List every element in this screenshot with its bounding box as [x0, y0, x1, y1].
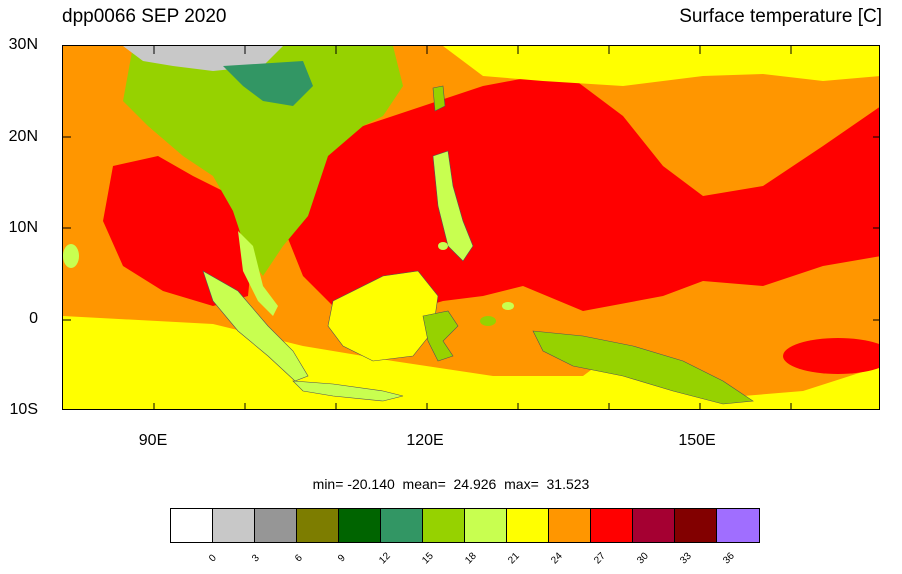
colorbar — [170, 508, 760, 543]
java — [292, 380, 404, 402]
colorbar-swatch — [591, 509, 633, 542]
colorbar-swatch — [675, 509, 717, 542]
colorbar-swatch — [213, 509, 255, 542]
colorbar-tick-label: 30 — [635, 550, 651, 567]
colorbar-swatch — [297, 509, 339, 542]
indochina-land — [123, 46, 403, 276]
north-yellow-band — [443, 46, 879, 86]
sulawesi — [422, 310, 459, 362]
lon-label-90e: 90E — [138, 432, 168, 449]
lon-label-120e: 120E — [406, 432, 444, 449]
small-island — [480, 316, 496, 326]
colorbar-tick-label: 15 — [420, 550, 436, 567]
highland-green — [223, 61, 313, 106]
lat-label-10s: 10S — [9, 401, 38, 418]
east-warm-patch — [783, 338, 879, 374]
colorbar-tick-label: 21 — [506, 550, 522, 567]
bay-of-bengal-warm — [103, 156, 253, 306]
new-guinea — [532, 330, 754, 405]
colorbar-tick-label: 36 — [721, 550, 737, 567]
colorbar-tick-label: 18 — [463, 550, 479, 567]
colorbar-swatch — [171, 509, 213, 542]
small-island — [438, 242, 448, 250]
stats-text: min= -20.140 mean= 24.926 max= 31.523 — [312, 476, 590, 492]
malay-peninsula — [238, 231, 278, 316]
colorbar-swatch — [339, 509, 381, 542]
frame-ticks — [63, 46, 879, 409]
map-title-right: Surface temperature [C] — [679, 6, 882, 27]
sumatra — [202, 270, 309, 382]
lat-label-0: 0 — [29, 310, 38, 327]
colorbar-swatch — [633, 509, 675, 542]
map-canvas — [63, 46, 879, 409]
lat-label-10n: 10N — [8, 219, 38, 236]
colorbar-swatch — [549, 509, 591, 542]
colorbar-tick-label: 12 — [377, 550, 393, 567]
taiwan — [432, 85, 446, 112]
small-island — [502, 302, 514, 310]
colorbar-swatch — [423, 509, 465, 542]
borneo — [327, 270, 439, 362]
temperature-map — [62, 45, 880, 410]
colorbar-tick-label: 6 — [293, 552, 305, 565]
philippines — [432, 150, 474, 262]
colorbar-swatch — [717, 509, 759, 542]
colorbar-tick-label: 0 — [207, 552, 219, 565]
colorbar-swatch — [507, 509, 549, 542]
colorbar-swatch — [381, 509, 423, 542]
map-title-left: dpp0066 SEP 2020 — [62, 6, 227, 27]
colorbar-tick-label: 3 — [250, 552, 262, 565]
colorbar-swatch — [465, 509, 507, 542]
colorbar-swatch — [255, 509, 297, 542]
colorbar-tick-label: 27 — [592, 550, 608, 567]
colorbar-tick-label: 33 — [678, 550, 694, 567]
lat-label-30n: 30N — [8, 36, 38, 53]
west-pacific-warm — [283, 71, 879, 316]
colorbar-tick-label: 24 — [549, 550, 565, 567]
lon-label-150e: 150E — [678, 432, 716, 449]
colorbar-tick-label: 9 — [336, 552, 348, 565]
sri-lanka — [63, 244, 79, 268]
lat-label-20n: 20N — [8, 128, 38, 145]
